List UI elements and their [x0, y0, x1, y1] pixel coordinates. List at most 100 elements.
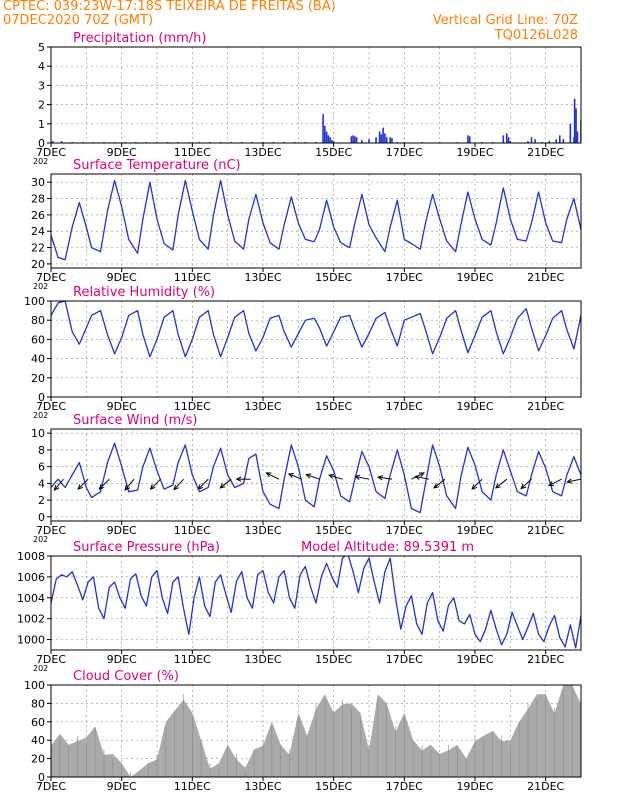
wind-arrow [433, 478, 446, 489]
wind-arrow-head [433, 483, 440, 489]
precip-bar [322, 114, 324, 143]
wind-arrow [77, 478, 89, 490]
series-line [51, 179, 581, 261]
panel-frame [50, 428, 582, 522]
x-tick-label: 19DEC [456, 780, 493, 793]
wind-arrow [219, 478, 232, 489]
y-tick-label: 4 [38, 477, 45, 490]
panel-0: 0 1 2 3 4 5 7DEC 9DEC 11DEC 13DEC 15DEC 17DEC 19DEC 2… [33, 31, 582, 166]
wind-arrow-head [566, 478, 573, 484]
y-tick-label: 30 [31, 176, 45, 189]
station-info: CPTEC: 039:23W-17:18S TEIXEIRA DE FREITA… [3, 0, 336, 14]
panel-2: 0 20 40 60 80 100 7DEC 9DEC 11DEC 13DEC 15DEC 17DEC… [24, 285, 582, 420]
y-tick-label: 3 [38, 79, 45, 92]
precip-bar [331, 140, 333, 143]
x-tick-label: 9DEC [107, 400, 137, 413]
y-tick-label: 20 [31, 258, 45, 271]
precip-bar [329, 137, 331, 143]
precip-bar [468, 136, 471, 143]
panel-frame [50, 684, 582, 778]
panel-title: Relative Humidity (%) [73, 285, 215, 300]
x-tick-label: 9DEC [107, 780, 137, 793]
x-tick-label: 15DEC [315, 400, 352, 413]
x-tick-label: 7DEC [36, 780, 66, 793]
x-tick-label: 15DEC [315, 780, 352, 793]
precip-bar [324, 125, 326, 143]
precip-bar [375, 137, 377, 143]
precip-bar [389, 137, 391, 143]
panel-frame [50, 46, 582, 144]
y-tick-label: 28 [31, 193, 45, 206]
wind-arrow [150, 478, 161, 490]
x-tick-label: 7DEC [36, 146, 66, 159]
x-tick-label: 15DEC [315, 653, 352, 666]
wind-arrow [266, 472, 280, 480]
precip-bar [509, 141, 512, 143]
precip-bar [569, 123, 572, 143]
wind-arrow [471, 478, 483, 490]
x-tick-label: 9DEC [107, 146, 137, 159]
x-tick-label: 11DEC [174, 780, 211, 793]
wind-arrow [306, 474, 320, 480]
wind-arrow-head [219, 483, 226, 489]
year-stub-label: 202 [33, 535, 48, 544]
precip-bar [507, 137, 510, 143]
wind-arrow-head [98, 484, 105, 490]
year-stub-label: 202 [33, 411, 48, 420]
precip-bar [60, 141, 63, 143]
x-tick-label: 17DEC [386, 524, 423, 537]
y-tick-label: 22 [31, 242, 45, 255]
precip-bar [51, 141, 54, 143]
wind-arrow-head [124, 484, 130, 491]
y-tick-label: 8 [38, 444, 45, 457]
series-line [51, 442, 581, 514]
y-tick-label: 10 [31, 427, 45, 440]
y-tick-label: 1000 [17, 634, 45, 647]
wind-arrow [197, 478, 209, 490]
x-tick-label: 15DEC [315, 524, 352, 537]
y-tick-label: 1004 [17, 592, 45, 605]
precip-bar [385, 137, 388, 143]
wind-arrow [548, 478, 562, 486]
panel-title: Cloud Cover (%) [73, 669, 179, 684]
wind-arrow [328, 474, 343, 480]
x-tick-label: 17DEC [386, 146, 423, 159]
x-tick-label: 7DEC [36, 524, 66, 537]
y-tick-label: 0 [38, 771, 45, 784]
panel-3: 0 2 4 6 8 10 7DEC 9DEC 11DEC 13DEC 15DEC 17DEC 19DEC… [31, 413, 582, 544]
x-tick-label: 19DEC [456, 146, 493, 159]
precip-bar [576, 131, 579, 143]
x-tick-label: 19DEC [456, 524, 493, 537]
precip-bar [391, 138, 393, 143]
x-tick-label: 13DEC [244, 524, 281, 537]
panel-5: 0 20 40 60 80 100 7DEC 9DEC 11DEC 13DEC 15DEC 17DEC… [24, 669, 582, 793]
wind-arrow [567, 478, 582, 483]
precip-bar [378, 131, 381, 143]
panel-frame [50, 300, 582, 398]
wind-arrow [99, 478, 110, 490]
wind-arrow [520, 478, 532, 489]
wind-arrow [173, 478, 184, 490]
panel-frame [50, 173, 582, 269]
x-tick-label: 9DEC [107, 524, 137, 537]
precip-bar [355, 137, 358, 143]
y-tick-label: 100 [24, 679, 45, 692]
x-tick-label: 11DEC [174, 271, 211, 284]
y-tick-label: 60 [31, 333, 45, 346]
panel-1: 20 22 24 26 28 30 7DEC 9DEC 11DEC 13DEC 15DEC 17DEC… [31, 158, 582, 291]
y-tick-label: 20 [31, 753, 45, 766]
wind-arrow-head [494, 483, 501, 489]
x-tick-label: 7DEC [36, 653, 66, 666]
x-tick-label: 21DEC [527, 400, 564, 413]
x-tick-label: 17DEC [386, 400, 423, 413]
precip-bar [559, 135, 561, 143]
wind-arrow-head [197, 484, 204, 490]
precip-bar [352, 135, 354, 143]
year-stub-label: 202 [33, 157, 48, 166]
x-tick-label: 11DEC [174, 146, 211, 159]
wind-arrow [124, 478, 135, 491]
x-tick-label: 21DEC [527, 524, 564, 537]
x-tick-label: 13DEC [244, 271, 281, 284]
precip-bar [534, 139, 536, 143]
precip-bar [332, 141, 335, 143]
